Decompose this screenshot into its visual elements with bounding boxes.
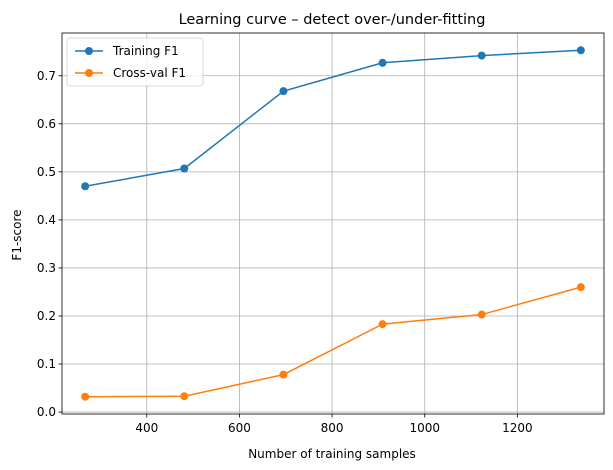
x-tick-label: 600 — [228, 421, 251, 435]
data-point — [576, 283, 585, 292]
x-tick-label: 1200 — [502, 421, 533, 435]
grid-lines — [62, 33, 604, 414]
axis-ticks: 400 600 800 1000 1200 0.0 0.1 0.2 0.3 0.4 0.5 0.6 0.… — [37, 69, 533, 435]
x-tick-label: 800 — [321, 421, 344, 435]
y-tick-label: 0.3 — [37, 261, 56, 275]
y-tick-label: 0.1 — [37, 357, 56, 371]
data-point — [378, 58, 387, 67]
series-line-2 — [85, 286, 582, 398]
x-tick-label: 1000 — [409, 421, 440, 435]
data-point — [477, 51, 486, 60]
data-point — [180, 164, 189, 173]
legend: Training F1 Cross-val F1 — [66, 37, 204, 87]
data-point — [477, 310, 486, 319]
plot-frame — [61, 32, 605, 415]
legend-marker — [85, 47, 93, 55]
x-tick-label: 400 — [135, 421, 158, 435]
y-tick-label: 0.2 — [37, 309, 56, 323]
y-tick-label: 0.6 — [37, 117, 56, 131]
data-point — [378, 320, 387, 329]
y-tick-label: 0.5 — [37, 165, 56, 179]
data-point — [279, 87, 288, 96]
x-axis-label: Number of training samples — [248, 447, 416, 461]
data-point — [180, 392, 189, 401]
y-axis-label: F1-score — [10, 209, 24, 260]
legend-label: Training F1 — [112, 44, 179, 58]
chart-title: Learning curve – detect over-/under-fitt… — [179, 12, 486, 28]
y-tick-label: 0.4 — [37, 213, 56, 227]
series-group — [81, 46, 585, 401]
y-tick-label: 0.7 — [37, 69, 56, 83]
legend-box — [66, 37, 204, 87]
data-point — [576, 46, 585, 55]
legend-marker — [85, 69, 93, 77]
data-point — [81, 182, 90, 191]
data-point — [279, 370, 288, 379]
legend-label: Cross-val F1 — [113, 66, 186, 80]
data-point — [81, 392, 90, 401]
y-tick-label: 0.0 — [37, 405, 56, 419]
series-line-1 — [85, 49, 581, 188]
